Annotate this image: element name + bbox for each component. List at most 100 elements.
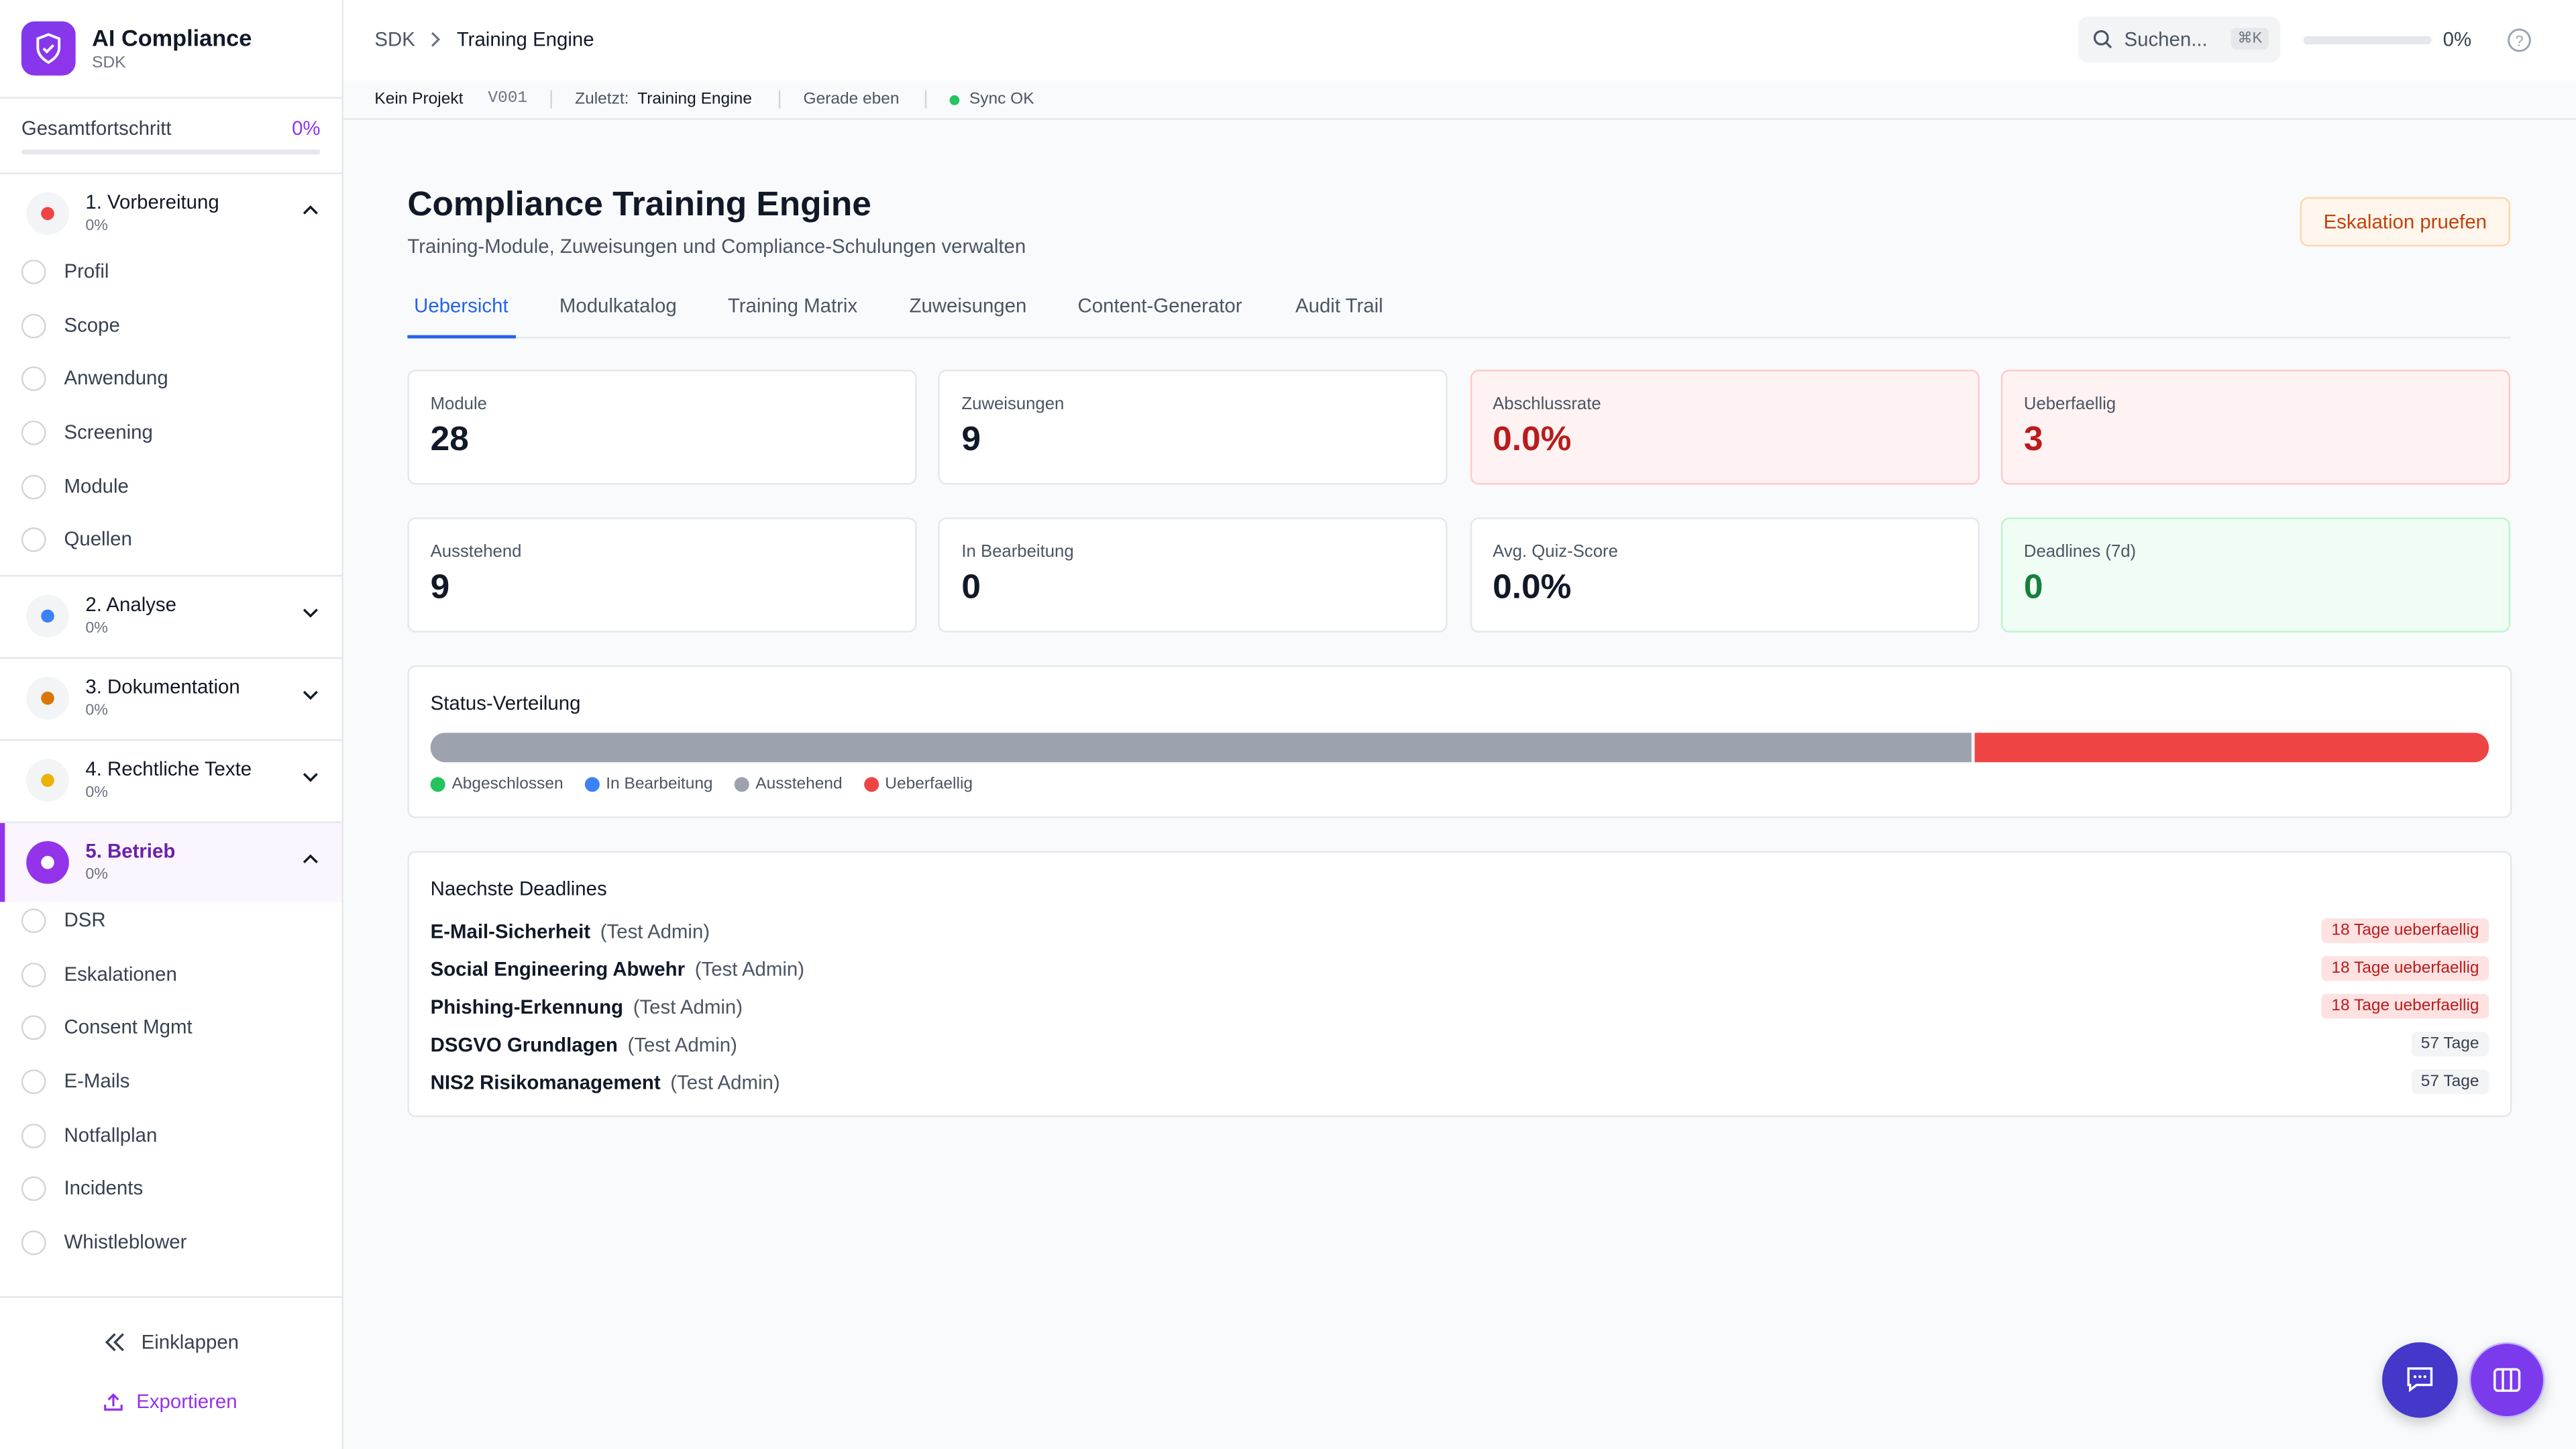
deadline-name: E-Mail-Sicherheit [430, 920, 591, 943]
legend-label: In Bearbeitung [606, 775, 713, 794]
item-status [21, 527, 46, 553]
item-label: E-Mails [64, 1069, 130, 1093]
tabs-border [407, 337, 2511, 339]
time: Gerade eben [803, 90, 900, 109]
nav-item[interactable]: Consent Mgmt [0, 1002, 341, 1051]
nav-section[interactable]: 1. Vorbereitung 0% [0, 174, 341, 254]
item-label: Anwendung [64, 366, 168, 390]
panel-button[interactable] [2469, 1342, 2545, 1418]
nav-item[interactable]: Profil [0, 246, 341, 295]
item-status [21, 1069, 46, 1094]
section-icon [26, 841, 69, 884]
section-title: 5. Betrieb [85, 839, 176, 863]
section-title: 3. Dokumentation [85, 675, 240, 698]
tab[interactable]: Uebersicht [414, 294, 508, 317]
status-card: Status-Verteilung Abgeschlossen In Bearbei… [407, 665, 2512, 818]
deadlines-title: Naechste Deadlines [430, 877, 607, 901]
search-box[interactable]: Suchen... ⌘K [2078, 16, 2281, 63]
nav-item[interactable]: E-Mails [0, 1056, 341, 1105]
deadline-name: NIS2 Risikomanagement [430, 1070, 661, 1094]
section-progress: 0% [85, 701, 108, 720]
deadline-name: DSGVO Grundlagen [430, 1032, 618, 1056]
nav-item[interactable]: Scope [0, 300, 341, 349]
progress-track [2303, 36, 2432, 45]
section-title: 1. Vorbereitung [85, 191, 219, 214]
nav-section[interactable]: 3. Dokumentation 0% [0, 659, 341, 738]
escalation-button[interactable]: Eskalation pruefen [2300, 197, 2511, 247]
legend-dot [430, 777, 445, 792]
item-label: Consent Mgmt [64, 1015, 193, 1039]
section-icon [26, 594, 69, 637]
tab[interactable]: Training Matrix [727, 294, 858, 317]
deadline-name: Social Engineering Abwehr [430, 957, 686, 981]
nav-item[interactable]: Incidents [0, 1163, 341, 1212]
deadline-row: NIS2 Risikomanagement (Test Admin) 57 Tage [431, 1065, 2489, 1098]
progress-value: 0% [2443, 28, 2472, 51]
export-button[interactable]: Exportieren [102, 1390, 237, 1413]
section-icon [26, 759, 69, 802]
divider [0, 821, 342, 823]
divider [0, 739, 342, 741]
item-status [21, 1122, 46, 1148]
nav-item[interactable]: DSR [0, 895, 341, 944]
chevron [303, 854, 318, 863]
legend-label: Ueberfaellig [885, 775, 973, 794]
item-label: Eskalationen [64, 961, 177, 985]
sidebar: AI Compliance SDK Gesamtfortschritt 0% 1… [0, 0, 343, 1449]
stat-label: In Bearbeitung [961, 542, 1074, 562]
stat-label: Avg. Quiz-Score [1493, 542, 1618, 562]
item-status [21, 474, 46, 499]
tab[interactable]: Zuweisungen [909, 294, 1027, 317]
breadcrumb-root[interactable]: SDK [374, 28, 415, 51]
nav-item[interactable]: Notfallplan [0, 1110, 341, 1159]
divider [0, 172, 342, 174]
chat-button[interactable] [2382, 1342, 2458, 1418]
section-progress: 0% [85, 217, 108, 235]
last-value: Training Engine [637, 90, 752, 109]
deadline-row: Phishing-Erkennung (Test Admin) 18 Tage ue… [431, 990, 2489, 1023]
stat-card: Ueberfaellig 3 [2000, 370, 2510, 485]
section-icon-dot [41, 691, 54, 705]
deadline-owner: (Test Admin) [670, 1070, 780, 1094]
nav-section[interactable]: 4. Rechtliche Texte 0% [0, 741, 341, 820]
page-subtitle: Training-Module, Zuweisungen und Complia… [407, 235, 1026, 258]
help-icon[interactable]: ? [2507, 28, 2532, 53]
nav-section[interactable]: 2. Analyse 0% [0, 576, 341, 655]
stat-value: 9 [430, 568, 450, 606]
legend-item: In Bearbeitung [584, 775, 713, 794]
tab[interactable]: Modulkatalog [559, 294, 677, 317]
section-title: 2. Analyse [85, 592, 176, 616]
status-segment [430, 733, 1972, 763]
stat-label: Module [430, 394, 488, 415]
collapse-button[interactable]: Einklappen [102, 1331, 239, 1354]
nav-item[interactable]: Quellen [0, 515, 341, 564]
topbar: SDK Training Engine Suchen... ⌘K 0% ? [343, 0, 2576, 83]
item-status [21, 313, 46, 338]
legend: Abgeschlossen In Bearbeitung Ausstehend Ueb… [430, 775, 994, 794]
item-status [21, 908, 46, 933]
version: V001 [488, 90, 528, 109]
app-title: AI Compliance [92, 24, 252, 51]
tab[interactable]: Content-Generator [1077, 294, 1242, 317]
stat-card: Zuweisungen 9 [938, 370, 1448, 485]
deadline-name: Phishing-Erkennung [430, 995, 624, 1018]
nav-item[interactable]: Eskalationen [0, 949, 341, 998]
nav-section[interactable]: 5. Betrieb 0% [0, 822, 342, 902]
section-icon [26, 192, 69, 235]
tab[interactable]: Audit Trail [1295, 294, 1383, 317]
deadline-owner: (Test Admin) [694, 957, 805, 981]
section-progress: 0% [85, 783, 108, 802]
stat-card: Module 28 [407, 370, 917, 485]
item-label: Notfallplan [64, 1122, 158, 1146]
deadline-row: E-Mail-Sicherheit (Test Admin) 18 Tage ueb… [431, 915, 2489, 948]
sep [924, 90, 927, 109]
section-icon-dot [41, 855, 54, 869]
nav-item[interactable]: Anwendung [0, 354, 341, 402]
deadline-text: Phishing-Erkennung (Test Admin) [431, 996, 743, 1018]
chevron [303, 608, 318, 618]
stat-value: 9 [961, 420, 981, 459]
nav-item[interactable]: Module [0, 461, 341, 510]
nav-item[interactable]: Screening [0, 407, 341, 456]
nav-item[interactable]: Whistleblower [0, 1217, 341, 1266]
divider [0, 574, 342, 577]
